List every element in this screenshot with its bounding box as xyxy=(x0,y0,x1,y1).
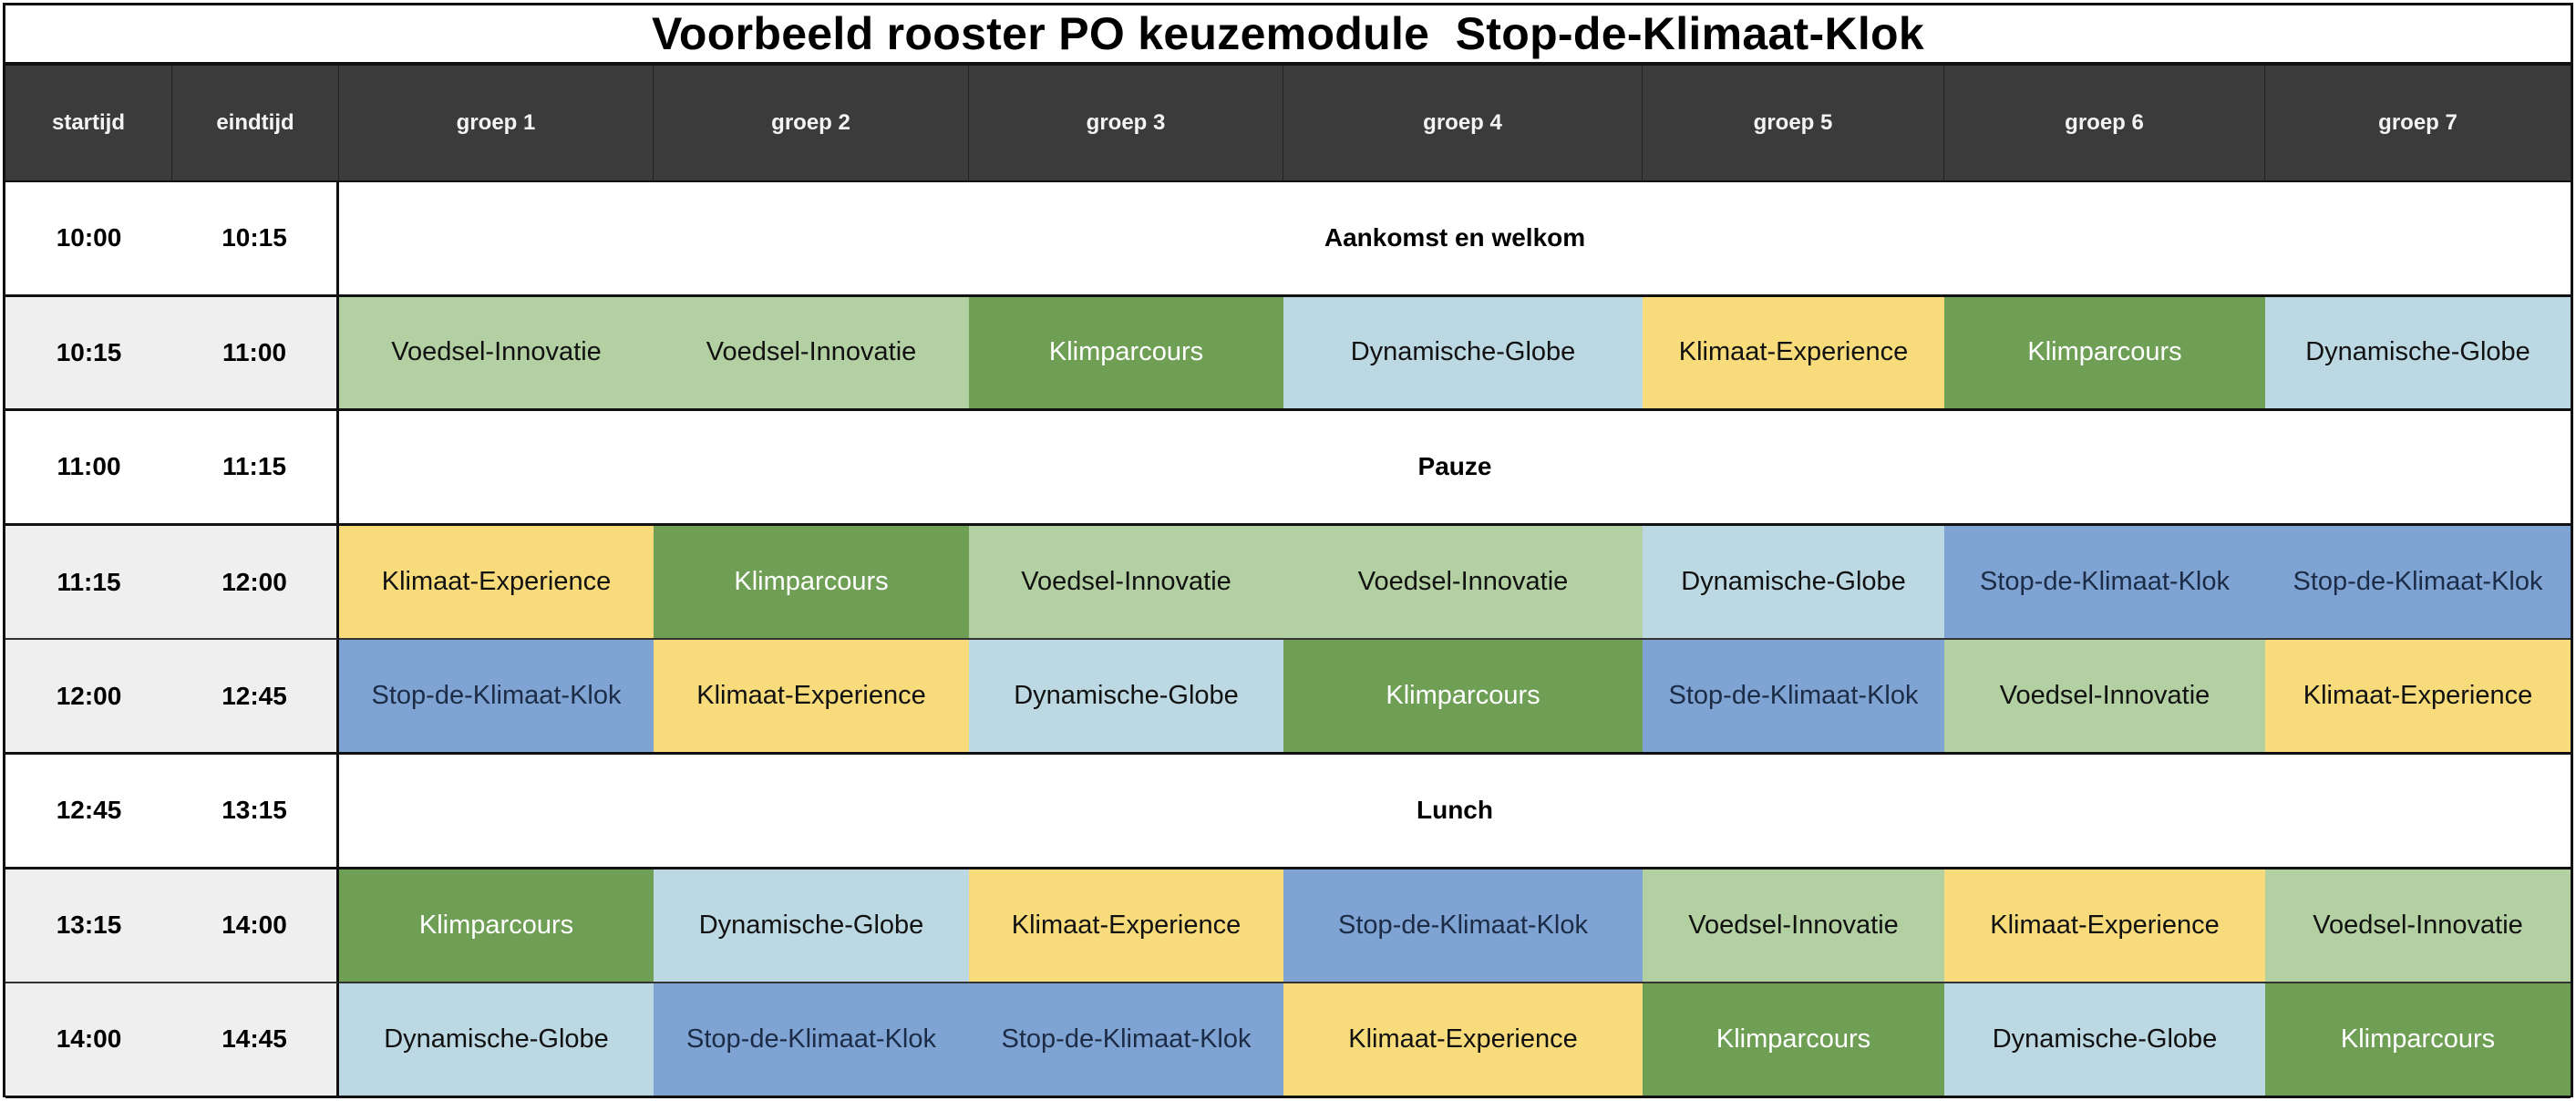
activity-cell-voedsel-innovatie: Voedsel-Innovatie xyxy=(1944,640,2265,755)
header-groep-1: groep 1 xyxy=(339,66,654,182)
activity-cell-klimaat-experience: Klimaat-Experience xyxy=(2265,640,2571,755)
activity-cell-klimparcours: Klimparcours xyxy=(1944,296,2265,412)
header-startijd: startijd xyxy=(5,66,172,182)
start-time-cell: 10:00 xyxy=(5,182,172,297)
activity-cell-klimaat-experience: Klimaat-Experience xyxy=(654,640,969,755)
end-time-cell: 10:15 xyxy=(172,182,339,297)
activity-cell-dynamische-globe: Dynamische-Globe xyxy=(969,640,1283,755)
start-time-cell: 13:15 xyxy=(5,869,172,984)
header-groep-5: groep 5 xyxy=(1643,66,1944,182)
activity-cell-voedsel-innovatie: Voedsel-Innovatie xyxy=(969,525,1283,641)
schedule-sheet: Voorbeeld rooster PO keuzemodule Stop-de… xyxy=(3,3,2573,1098)
banner-pauze: Pauze xyxy=(339,411,2571,526)
activity-cell-stop-de-klimaat-klok: Stop-de-Klimaat-Klok xyxy=(2265,525,2571,641)
activity-cell-voedsel-innovatie: Voedsel-Innovatie xyxy=(2265,869,2571,984)
activity-cell-klimaat-experience: Klimaat-Experience xyxy=(1283,983,1643,1098)
activity-cell-dynamische-globe: Dynamische-Globe xyxy=(1643,525,1944,641)
activity-cell-voedsel-innovatie: Voedsel-Innovatie xyxy=(1643,869,1944,984)
end-time-cell: 14:00 xyxy=(172,869,339,984)
header-groep-7: groep 7 xyxy=(2265,66,2571,182)
activity-cell-klimparcours: Klimparcours xyxy=(1283,640,1643,755)
activity-cell-dynamische-globe: Dynamische-Globe xyxy=(654,869,969,984)
start-time-cell: 11:15 xyxy=(5,525,172,641)
end-time-cell: 12:00 xyxy=(172,525,339,641)
activity-cell-dynamische-globe: Dynamische-Globe xyxy=(2265,296,2571,412)
schedule-title: Voorbeeld rooster PO keuzemodule Stop-de… xyxy=(5,5,2571,66)
banner-lunch: Lunch xyxy=(339,754,2571,869)
activity-cell-klimparcours: Klimparcours xyxy=(339,869,654,984)
header-eindtijd: eindtijd xyxy=(172,66,339,182)
end-time-cell: 13:15 xyxy=(172,754,339,869)
header-groep-6: groep 6 xyxy=(1944,66,2265,182)
header-groep-3: groep 3 xyxy=(969,66,1283,182)
start-time-cell: 11:00 xyxy=(5,411,172,526)
activity-cell-dynamische-globe: Dynamische-Globe xyxy=(1944,983,2265,1098)
activity-cell-dynamische-globe: Dynamische-Globe xyxy=(1283,296,1643,412)
end-time-cell: 11:00 xyxy=(172,296,339,412)
activity-cell-stop-de-klimaat-klok: Stop-de-Klimaat-Klok xyxy=(654,983,969,1098)
activity-cell-stop-de-klimaat-klok: Stop-de-Klimaat-Klok xyxy=(1283,869,1643,984)
activity-cell-klimparcours: Klimparcours xyxy=(969,296,1283,412)
activity-cell-stop-de-klimaat-klok: Stop-de-Klimaat-Klok xyxy=(1944,525,2265,641)
start-time-cell: 10:15 xyxy=(5,296,172,412)
header-groep-2: groep 2 xyxy=(654,66,969,182)
end-time-cell: 11:15 xyxy=(172,411,339,526)
activity-cell-stop-de-klimaat-klok: Stop-de-Klimaat-Klok xyxy=(339,640,654,755)
activity-cell-klimparcours: Klimparcours xyxy=(1643,983,1944,1098)
banner-aankomst-en-welkom: Aankomst en welkom xyxy=(339,182,2571,297)
end-time-cell: 14:45 xyxy=(172,983,339,1098)
start-time-cell: 12:00 xyxy=(5,640,172,755)
activity-cell-klimaat-experience: Klimaat-Experience xyxy=(969,869,1283,984)
start-time-cell: 12:45 xyxy=(5,755,172,869)
activity-cell-voedsel-innovatie: Voedsel-Innovatie xyxy=(1283,525,1643,641)
start-time-cell: 14:00 xyxy=(5,983,172,1098)
activity-cell-stop-de-klimaat-klok: Stop-de-Klimaat-Klok xyxy=(1643,640,1944,755)
activity-cell-klimaat-experience: Klimaat-Experience xyxy=(339,525,654,641)
end-time-cell: 12:45 xyxy=(172,640,339,755)
activity-cell-klimaat-experience: Klimaat-Experience xyxy=(1643,296,1944,412)
activity-cell-klimaat-experience: Klimaat-Experience xyxy=(1944,869,2265,984)
schedule-grid: startijd eindtijd groep 1 groep 2 groep … xyxy=(5,66,2571,1098)
activity-cell-voedsel-innovatie: Voedsel-Innovatie xyxy=(654,296,969,412)
header-groep-4: groep 4 xyxy=(1283,66,1643,182)
activity-cell-klimparcours: Klimparcours xyxy=(2265,983,2571,1098)
activity-cell-klimparcours: Klimparcours xyxy=(654,525,969,641)
activity-cell-voedsel-innovatie: Voedsel-Innovatie xyxy=(339,296,654,412)
activity-cell-stop-de-klimaat-klok: Stop-de-Klimaat-Klok xyxy=(969,983,1283,1098)
activity-cell-dynamische-globe: Dynamische-Globe xyxy=(339,983,654,1098)
